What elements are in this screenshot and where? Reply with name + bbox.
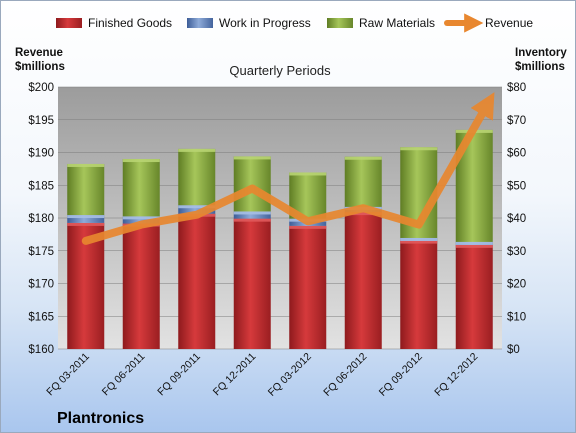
legend-swatch-finished-goods (56, 18, 82, 28)
bar-work-in-progress-cap (67, 215, 105, 219)
bar-raw-materials (178, 148, 216, 206)
bar-finished-goods-cap (289, 225, 327, 229)
legend-label-work-in-progress: Work in Progress (219, 16, 311, 30)
bar-raw-materials-cap (67, 163, 105, 167)
bar-raw-materials-cap (178, 148, 216, 152)
revenue-line (81, 92, 495, 245)
x-tick-label: FQ 09-2011 (155, 351, 203, 399)
bar-finished-goods (344, 212, 382, 349)
bar-raw-materials-cap (400, 147, 438, 151)
left-tick-label: $195 (28, 115, 54, 127)
bar-finished-goods (178, 213, 216, 349)
x-tick-label: FQ 12-2012 (432, 351, 480, 399)
bar-finished-goods (400, 240, 438, 349)
legend-swatch-raw-materials (327, 18, 353, 28)
bar-raw-materials (67, 163, 105, 216)
left-tick-label: $165 (28, 311, 54, 323)
bar-finished-goods-cap (400, 240, 438, 244)
bar-raw-materials-cap (233, 156, 271, 160)
bar-finished-goods-cap (67, 222, 105, 226)
left-axis-title-line2: $millions (15, 61, 65, 73)
legend-swatch-work-in-progress (187, 18, 213, 28)
chart-title: Quarterly Periods (229, 63, 331, 78)
bar-finished-goods-cap (233, 218, 271, 222)
bar-raw-materials (233, 156, 271, 212)
right-tick-label: $20 (507, 279, 526, 291)
right-tick-label: $80 (507, 82, 526, 94)
bar-raw-materials (344, 156, 382, 207)
right-axis-title-line1: Inventory (515, 47, 567, 59)
legend-label-finished-goods: Finished Goods (88, 16, 172, 30)
bar-work-in-progress-cap (233, 211, 271, 215)
bar-work-in-progress (67, 215, 105, 223)
bar-finished-goods-cap (344, 212, 382, 216)
left-tick-label: $200 (28, 82, 54, 94)
bar-work-in-progress-cap (400, 237, 438, 241)
right-tick-label: $70 (507, 115, 526, 127)
left-tick-label: $160 (28, 344, 54, 356)
bar-finished-goods (455, 244, 493, 349)
bar-finished-goods-cap (455, 244, 493, 248)
bar-finished-goods (289, 225, 327, 349)
x-tick-label: FQ 06-2012 (321, 351, 369, 399)
bar-work-in-progress (178, 205, 216, 214)
x-tick-label: FQ 09-2012 (377, 351, 425, 399)
x-tick-label: FQ 03-2012 (266, 351, 314, 399)
bar-raw-materials-cap (344, 156, 382, 160)
bar-work-in-progress-cap (455, 241, 493, 245)
x-tick-label: FQ 12-2011 (211, 351, 259, 399)
right-tick-label: $30 (507, 246, 526, 258)
right-tick-label: $0 (507, 344, 520, 356)
right-tick-label: $10 (507, 311, 526, 323)
company-name: Plantronics (57, 410, 144, 427)
bar-finished-goods (122, 223, 160, 349)
bar-raw-materials (122, 159, 160, 217)
right-tick-label: $40 (507, 213, 526, 225)
left-tick-label: $185 (28, 180, 54, 192)
right-tick-label: $50 (507, 180, 526, 192)
right-axis-title-line2: $millions (515, 61, 565, 73)
right-tick-label: $60 (507, 148, 526, 160)
bar-work-in-progress-cap (178, 205, 216, 209)
bar-work-in-progress-cap (122, 216, 160, 220)
left-tick-label: $190 (28, 148, 54, 160)
bars (67, 129, 493, 349)
legend-label-raw-materials: Raw Materials (359, 16, 435, 30)
bar-raw-materials-cap (289, 172, 327, 176)
left-tick-label: $170 (28, 279, 54, 291)
x-tick-label: FQ 06-2011 (100, 351, 148, 399)
x-tick-label: FQ 03-2011 (44, 351, 92, 399)
bar-raw-materials-cap (122, 159, 160, 163)
bar-work-in-progress (122, 216, 160, 224)
left-tick-label: $180 (28, 213, 54, 225)
left-tick-label: $175 (28, 246, 54, 258)
bar-finished-goods (233, 218, 271, 349)
left-axis-title-line1: Revenue (15, 47, 63, 59)
legend: Finished Goods Work in Progress Raw Mate… (56, 13, 533, 33)
legend-label-revenue: Revenue (485, 16, 533, 30)
bar-work-in-progress (233, 211, 271, 219)
